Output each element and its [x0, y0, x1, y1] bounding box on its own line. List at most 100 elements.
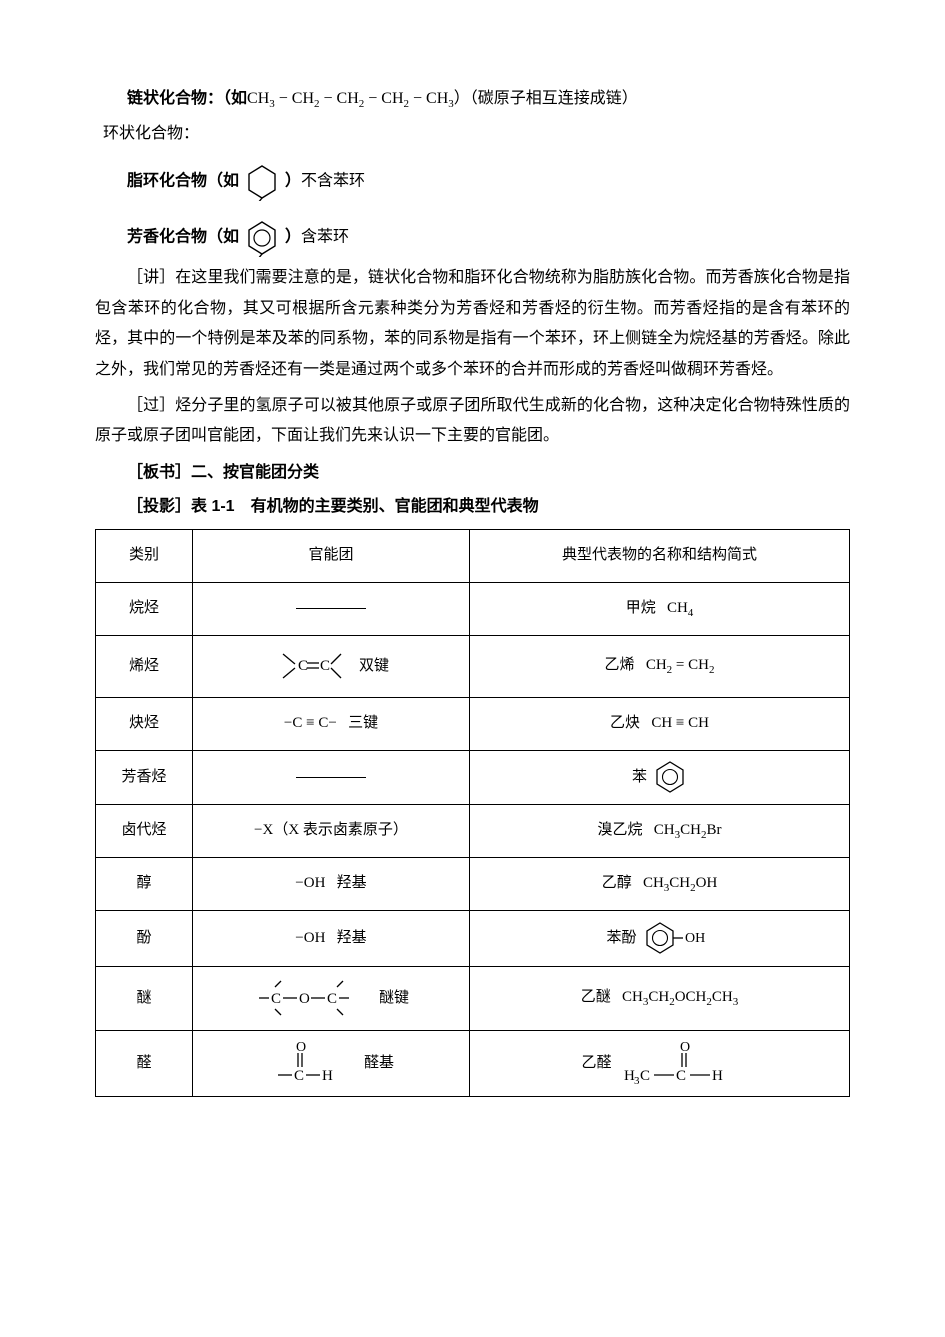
- chain-label: 链状化合物：（如: [127, 90, 247, 107]
- rep-name: 乙烯: [605, 657, 635, 673]
- fg-cell: −C ≡ C− 三键: [193, 697, 470, 750]
- fg-text: −C ≡ C−: [284, 715, 337, 731]
- aromatic-before: 芳香化合物（如: [127, 229, 239, 246]
- benzene-icon: [245, 219, 279, 257]
- transition-para: ［过］烃分子里的氢原子可以被其他原子或原子团所取代生成新的化合物，这种决定化合物…: [95, 391, 850, 452]
- fg-cell: [193, 750, 470, 804]
- fg-cell: −OH 羟基: [193, 910, 470, 966]
- table-row: 卤代烃 −X（X 表示卤素原子） 溴乙烷 CH3CH2Br: [96, 804, 850, 857]
- table-row: 炔烃 −C ≡ C− 三键 乙炔 CH ≡ CH: [96, 697, 850, 750]
- rep-name: 乙醇: [602, 875, 632, 891]
- chain-formula: CH3 − CH2 − CH2 − CH2 − CH3: [247, 90, 454, 107]
- cat-cell: 烯烃: [96, 635, 193, 697]
- alicyclic-line: 脂环化合物（如 ）不含苯环: [95, 163, 850, 201]
- svg-text:C: C: [271, 991, 281, 1007]
- rep-name: 苯酚: [606, 924, 636, 953]
- ether-icon: C O C: [253, 977, 363, 1019]
- svg-text:C: C: [298, 658, 308, 674]
- svg-text:H: H: [712, 1068, 723, 1084]
- chain-tail: ）（碳原子相互连接成链）: [454, 90, 638, 107]
- fg-label: 羟基: [337, 930, 367, 946]
- fg-cell: C C 双键: [193, 635, 470, 697]
- rep-name: 苯: [632, 763, 647, 792]
- aldehyde-group-icon: O C H: [268, 1039, 348, 1087]
- rep-cell: 苯: [470, 750, 850, 804]
- fg-label: 双键: [359, 652, 389, 681]
- table-row: 醇 −OH 羟基 乙醇 CH3CH2OH: [96, 857, 850, 910]
- aromatic-line: 芳香化合物（如 ）含苯环: [95, 219, 850, 257]
- svg-text:C: C: [294, 1068, 304, 1084]
- svg-text:C: C: [640, 1068, 650, 1084]
- fg-text: −OH: [295, 875, 325, 891]
- table-row: 酚 −OH 羟基 苯酚 OH: [96, 910, 850, 966]
- cat-cell: 卤代烃: [96, 804, 193, 857]
- fg-cell: C O C 醚键: [193, 966, 470, 1030]
- fg-cell: −X（X 表示卤素原子）: [193, 804, 470, 857]
- projection-heading: ［投影］表 1-1 有机物的主要类别、官能团和典型代表物: [95, 492, 850, 522]
- rep-cell: 苯酚 OH: [470, 910, 850, 966]
- alicyclic-before: 脂环化合物（如: [127, 173, 239, 190]
- fg-cell: −OH 羟基: [193, 857, 470, 910]
- phenol-icon: OH: [643, 919, 713, 957]
- rep-formula: CH3CH2OCH2CH3: [622, 989, 738, 1005]
- table-row: 醛 O C H 醛基 乙醛 O: [96, 1030, 850, 1096]
- table-row: 烷烃 甲烷 CH4: [96, 582, 850, 635]
- svg-text:O: O: [680, 1040, 690, 1055]
- rep-name: 甲烷: [626, 600, 656, 616]
- fg-text: −X（X 表示卤素原子）: [254, 822, 408, 838]
- rep-formula: CH3CH2OH: [643, 875, 717, 891]
- svg-text:O: O: [296, 1040, 306, 1055]
- fg-label: 醚键: [379, 984, 409, 1013]
- cat-cell: 烷烃: [96, 582, 193, 635]
- th-functional-group: 官能团: [193, 529, 470, 582]
- svg-text:C: C: [320, 658, 330, 674]
- rep-name: 乙炔: [610, 715, 640, 731]
- functional-group-table: 类别 官能团 典型代表物的名称和结构简式 烷烃 甲烷 CH4 烯烃 C C: [95, 529, 850, 1097]
- aromatic-after-text: 含苯环: [301, 229, 349, 246]
- fg-label: 醛基: [364, 1049, 394, 1078]
- svg-text:H: H: [322, 1068, 333, 1084]
- fg-cell: O C H 醛基: [193, 1030, 470, 1096]
- rep-cell: 溴乙烷 CH3CH2Br: [470, 804, 850, 857]
- cat-cell: 芳香烃: [96, 750, 193, 804]
- rep-cell: 乙醚 CH3CH2OCH2CH3: [470, 966, 850, 1030]
- lecture-para: ［讲］在这里我们需要注意的是，链状化合物和脂环化合物统称为脂肪族化合物。而芳香族…: [95, 263, 850, 385]
- cat-cell: 酚: [96, 910, 193, 966]
- table-row: 醚 C O C 醚键 乙醚: [96, 966, 850, 1030]
- svg-text:C: C: [676, 1068, 686, 1084]
- fg-text: −OH: [295, 930, 325, 946]
- acetaldehyde-icon: O H 3 C C H: [618, 1039, 738, 1087]
- fg-cell: [193, 582, 470, 635]
- svg-text:OH: OH: [685, 931, 705, 946]
- dash-icon: [296, 608, 366, 609]
- rep-cell: 乙醇 CH3CH2OH: [470, 857, 850, 910]
- rep-cell: 乙炔 CH ≡ CH: [470, 697, 850, 750]
- table-header-row: 类别 官能团 典型代表物的名称和结构简式: [96, 529, 850, 582]
- fg-label: 羟基: [337, 875, 367, 891]
- table-row: 烯烃 C C 双键 乙烯 CH2 = CH2: [96, 635, 850, 697]
- rep-name: 溴乙烷: [598, 822, 643, 838]
- chain-compound-line: 链状化合物：（如CH3 − CH2 − CH2 − CH2 − CH3）（碳原子…: [95, 84, 850, 115]
- double-bond-icon: C C: [273, 646, 343, 686]
- dash-icon: [296, 777, 366, 778]
- rep-formula: CH ≡ CH: [651, 715, 709, 731]
- rep-cell: 甲烷 CH4: [470, 582, 850, 635]
- table-row: 芳香烃 苯: [96, 750, 850, 804]
- rep-cell: 乙醛 O H 3 C C H: [470, 1030, 850, 1096]
- board-heading: ［板书］二、按官能团分类: [95, 458, 850, 488]
- rep-formula: CH4: [667, 600, 693, 616]
- cat-cell: 醚: [96, 966, 193, 1030]
- fg-label: 三键: [348, 715, 378, 731]
- rep-formula: CH3CH2Br: [654, 822, 722, 838]
- th-representative: 典型代表物的名称和结构简式: [470, 529, 850, 582]
- th-category: 类别: [96, 529, 193, 582]
- alicyclic-after-text: 不含苯环: [301, 173, 365, 190]
- cat-cell: 醛: [96, 1030, 193, 1096]
- ring-label-line: 环状化合物：: [103, 119, 850, 149]
- rep-name: 乙醛: [581, 1049, 611, 1078]
- svg-text:C: C: [327, 991, 337, 1007]
- benzene-icon: [653, 759, 687, 795]
- cat-cell: 醇: [96, 857, 193, 910]
- rep-name: 乙醚: [581, 989, 611, 1005]
- rep-cell: 乙烯 CH2 = CH2: [470, 635, 850, 697]
